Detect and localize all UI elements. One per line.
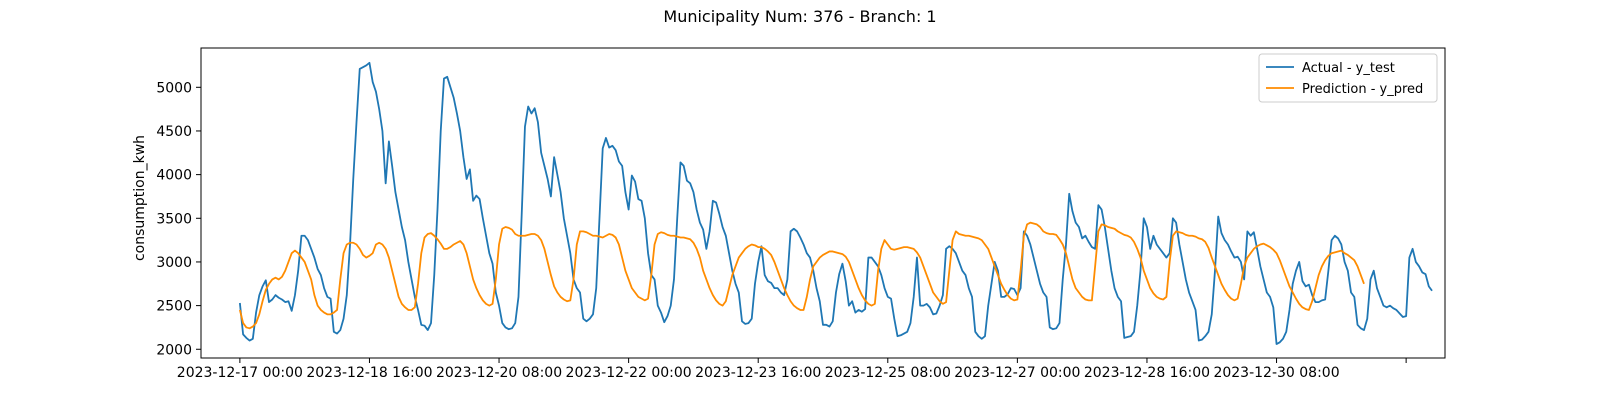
x-tick-label: 2023-12-27 00:00 [954, 365, 1080, 381]
legend-box [1258, 53, 1438, 103]
x-tick-label: 2023-12-18 16:00 [306, 365, 432, 381]
x-tick-label: 2023-12-30 08:00 [1213, 365, 1339, 381]
y-axis: 2000 2500 3000 3500 4000 4500 5000 [156, 80, 201, 358]
series-actual-line [238, 61, 1433, 345]
plot-series [238, 61, 1433, 345]
x-tick-label: 2023-12-23 16:00 [695, 365, 821, 381]
x-axis: 2023-12-17 00:00 2023-12-18 16:00 2023-12-… [177, 358, 1407, 381]
y-tick-label: 2000 [156, 342, 192, 358]
legend-label-prediction: Prediction - y_pred [1302, 82, 1423, 97]
y-tick-label: 2500 [156, 299, 192, 315]
x-tick-label: 2023-12-28 16:00 [1084, 365, 1210, 381]
chart-legend: Actual - y_test Prediction - y_pred [1258, 53, 1438, 103]
y-tick-label: 4000 [156, 168, 192, 184]
chart-title: Municipality Num: 376 - Branch: 1 [663, 7, 936, 26]
y-tick-label: 3500 [156, 211, 192, 227]
x-tick-label: 2023-12-20 08:00 [436, 365, 562, 381]
x-tick-label: 2023-12-25 08:00 [825, 365, 951, 381]
y-axis-label: consumption_kwh [132, 135, 148, 261]
x-tick-label: 2023-12-17 00:00 [177, 365, 303, 381]
y-tick-label: 5000 [156, 80, 192, 96]
y-tick-label: 4500 [156, 124, 192, 140]
series-prediction-line [239, 221, 1365, 330]
legend-label-actual: Actual - y_test [1302, 61, 1395, 76]
y-tick-label: 3000 [156, 255, 192, 271]
plot-frame [200, 47, 1446, 359]
x-tick-label: 2023-12-22 00:00 [566, 365, 692, 381]
